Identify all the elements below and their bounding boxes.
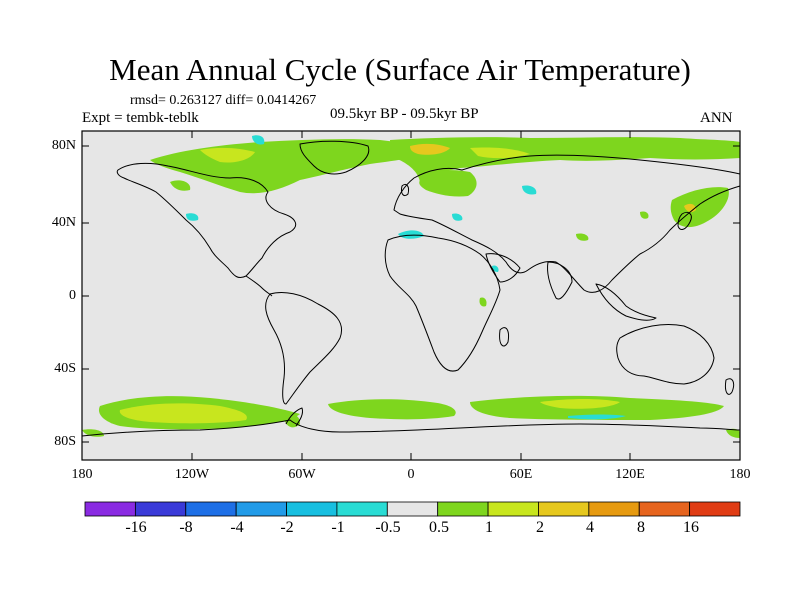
anomaly-patch-antarctic-cyan xyxy=(568,414,626,420)
colorbar-swatch xyxy=(689,501,741,517)
anomaly-patch-ne-asia xyxy=(670,187,729,228)
colorbar-swatch xyxy=(134,501,187,517)
colorbar-label: -4 xyxy=(230,519,244,536)
anomaly-patch-siberia xyxy=(470,147,530,159)
colorbar-label: 16 xyxy=(683,519,699,536)
lon-tick-label: 120E xyxy=(615,467,645,482)
colorbar-label: 1 xyxy=(485,519,493,536)
anomaly-patch-south-indian xyxy=(470,395,724,420)
season-label: ANN xyxy=(700,110,733,126)
anomaly-patch-ural xyxy=(522,185,537,195)
lat-tick-label: 0 xyxy=(69,288,76,303)
anomaly-patch-scandinavia xyxy=(419,170,477,197)
coast-antarctica xyxy=(81,419,741,437)
coast-north-america xyxy=(116,162,297,279)
anomaly-fields xyxy=(82,135,740,438)
anomaly-patch-caspian xyxy=(452,213,463,221)
anomaly-patch-south-atlantic xyxy=(328,399,456,420)
colorbar-swatch xyxy=(638,501,691,517)
map-title: Mean Annual Cycle (Surface Air Temperatu… xyxy=(109,52,691,87)
lat-tick-label: 80N xyxy=(51,138,76,153)
colorbar-swatch xyxy=(84,501,136,517)
anomaly-patch-east-antarctica xyxy=(726,428,740,438)
colorbar-swatch xyxy=(588,501,640,517)
lat-tick-label: 40S xyxy=(54,361,76,376)
coast-british-isles xyxy=(401,183,409,197)
colorbar-swatch xyxy=(437,501,489,517)
colorbar-label: 2 xyxy=(536,519,544,536)
coast-new-zealand xyxy=(725,378,735,395)
coast-eurasia xyxy=(393,154,741,293)
coast-japan xyxy=(677,211,692,230)
coastlines xyxy=(81,140,741,437)
anomaly-patch-southern-pacific-core xyxy=(119,403,247,424)
coast-africa xyxy=(384,234,501,372)
anomaly-patch-east-africa xyxy=(479,297,487,307)
colorbar-swatch xyxy=(487,501,539,517)
coast-southeast-asia xyxy=(595,283,657,321)
coast-greenland xyxy=(299,140,370,175)
colorbar-label: 4 xyxy=(586,519,594,536)
coast-south-america xyxy=(265,291,342,405)
colorbar-swatch xyxy=(235,501,287,517)
anomaly-patch-east-pacific xyxy=(186,213,199,221)
colorbar-label: 8 xyxy=(637,519,645,536)
coast-australia xyxy=(616,324,715,385)
anomaly-patch-mediterranean xyxy=(398,230,424,239)
colorbar-label: -1 xyxy=(331,519,345,536)
lon-tick-label: 120W xyxy=(174,467,210,482)
lon-tick-label: 0 xyxy=(407,467,415,482)
anomaly-patch-north-atlantic xyxy=(252,135,265,145)
rmsd-diff-label: rmsd= 0.263127 diff= 0.0414267 xyxy=(130,93,317,108)
lon-tick-label: 60W xyxy=(288,467,316,482)
anomaly-patch-barents xyxy=(410,143,450,155)
lon-tick-label: 180 xyxy=(729,467,751,482)
anomaly-patch-china xyxy=(640,211,649,219)
colorbar-label: -0.5 xyxy=(375,519,401,536)
tick-marks xyxy=(82,131,740,460)
colorbar-swatch xyxy=(386,501,439,517)
anomaly-patch-greenland xyxy=(200,147,255,163)
colorbar-swatch xyxy=(185,501,237,517)
coast-antarctic-peninsula xyxy=(285,407,303,427)
experiment-label: Expt = tembk-teblk xyxy=(82,110,199,126)
lat-tick-label: 80S xyxy=(54,434,76,449)
period-label: 09.5kyr BP - 09.5kyr BP xyxy=(330,106,479,122)
lon-tick-label: 60E xyxy=(509,467,533,482)
colorbar-label: -16 xyxy=(125,519,147,536)
coast-madagascar xyxy=(499,327,509,347)
colorbar-label: -2 xyxy=(280,519,294,536)
colorbar-label: 0.5 xyxy=(429,519,449,536)
colorbar-swatch xyxy=(286,501,338,517)
coast-india xyxy=(547,261,573,300)
colorbar-swatch xyxy=(538,501,590,517)
lon-tick-label: 180 xyxy=(71,467,93,482)
anomaly-patch-alaska xyxy=(170,180,191,191)
anomaly-patch-tibet xyxy=(576,233,589,241)
colorbar xyxy=(84,501,741,517)
lat-tick-label: 40N xyxy=(51,215,76,230)
coast-arabia xyxy=(485,253,521,283)
anomaly-patch-south-indian-core xyxy=(540,399,620,409)
colorbar-label: -8 xyxy=(179,519,193,536)
colorbar-swatch xyxy=(336,501,388,517)
